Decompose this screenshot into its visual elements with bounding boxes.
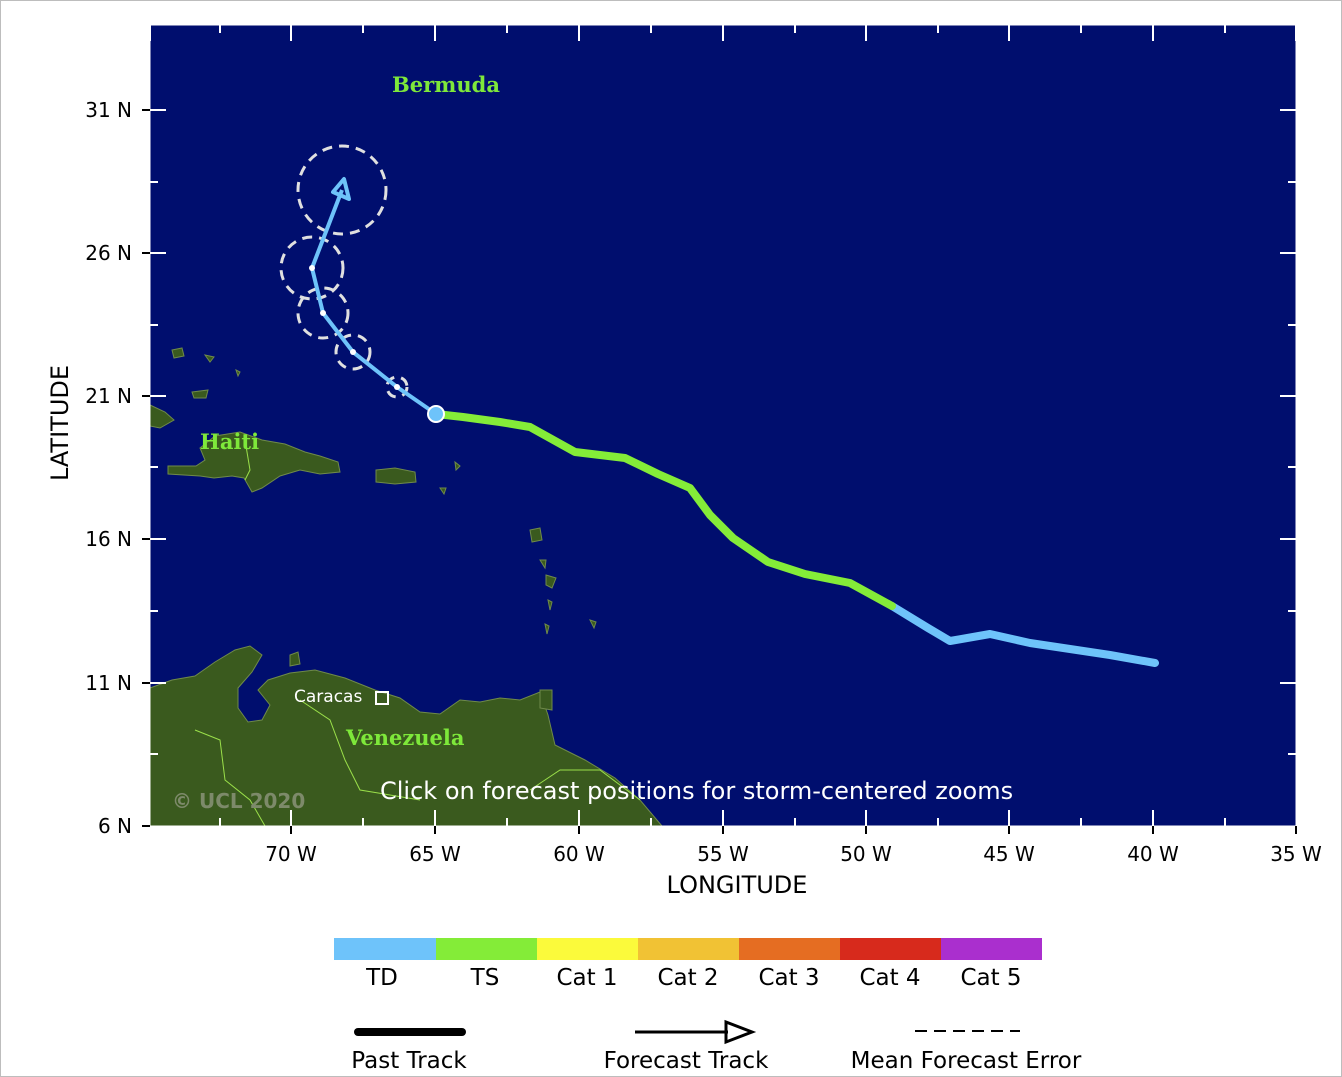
forecast-error-circle-1 [385, 375, 409, 399]
legend-label-ts: TS [470, 965, 500, 991]
forecast-error-circle-4 [279, 235, 345, 301]
legend-label-cat2: Cat 2 [657, 965, 718, 991]
land-masses [149, 347, 664, 827]
legend-swatch-td [334, 938, 436, 960]
legend-label-cat5: Cat 5 [960, 965, 1021, 991]
legend-swatch-cat4 [840, 938, 941, 960]
legend-swatch-cat5 [941, 938, 1042, 960]
bermuda-label: Bermuda [392, 72, 500, 97]
legend-label-td: TD [365, 965, 398, 991]
y-tick-label: 31 N [85, 98, 132, 122]
puerto-rico-land [375, 467, 417, 485]
y-tick-label: 21 N [85, 384, 132, 408]
bahamas-islands [171, 347, 301, 667]
copyright-text: © UCL 2020 [172, 789, 305, 813]
x-tick-label: 70 W [265, 842, 317, 866]
legend-swatch-cat3 [739, 938, 840, 960]
forecast-error-circle-2 [334, 333, 372, 371]
y-axis-title: LATITUDE [46, 365, 74, 481]
x-tick-label: 65 W [409, 842, 461, 866]
forecast-error-circle-3 [296, 286, 350, 340]
forecast-position-2[interactable] [350, 349, 356, 355]
past-track-label: Past Track [351, 1048, 467, 1074]
legend-swatch-ts [436, 938, 537, 960]
zoom-hint-text: Click on forecast positions for storm-ce… [380, 777, 1013, 805]
x-tick-label: 45 W [983, 842, 1035, 866]
y-tick-label: 11 N [85, 671, 132, 695]
country-borders [194, 445, 641, 827]
trinidad-land [539, 689, 553, 711]
caracas-marker [375, 691, 389, 705]
venezuela-land [149, 645, 664, 827]
past-track-ts [432, 410, 896, 610]
x-axis-title: LONGITUDE [667, 871, 808, 899]
past-track-td [888, 602, 1159, 667]
x-tick-label: 60 W [553, 842, 605, 866]
y-tick-label: 6 N [98, 814, 132, 838]
forecast-track-line [310, 189, 438, 416]
x-tick-label: 40 W [1127, 842, 1179, 866]
haiti-label: Haiti [200, 429, 259, 454]
forecast-position-3[interactable] [320, 310, 326, 316]
forecast-arrow-icon [724, 1019, 757, 1045]
forecast-error-circle-5 [296, 144, 388, 236]
lesser-antilles-islands [439, 460, 597, 635]
x-tick-label: 35 W [1270, 842, 1322, 866]
legend-swatch-cat1 [537, 938, 638, 960]
mean-forecast-error-label: Mean Forecast Error [851, 1048, 1082, 1074]
legend-label-cat3: Cat 3 [758, 965, 819, 991]
forecast-position-1[interactable] [394, 384, 400, 390]
legend-label-cat1: Cat 1 [556, 965, 617, 991]
x-tick-label: 50 W [840, 842, 892, 866]
track-legend: Past Track Forecast Track Mean Forecast … [351, 1019, 1082, 1074]
venezuela-label: Venezuela [345, 725, 465, 750]
axis-ticks [149, 25, 1297, 826]
legend-label-cat4: Cat 4 [859, 965, 920, 991]
forecast-position-4[interactable] [309, 265, 315, 271]
outer-ticks [142, 109, 1297, 834]
x-tick-label: 55 W [697, 842, 749, 866]
forecast-error-cones [279, 144, 409, 399]
hispaniola-land [167, 431, 341, 493]
y-tick-label: 16 N [85, 527, 132, 551]
forecast-track-label: Forecast Track [604, 1048, 769, 1074]
current-position-marker[interactable] [427, 405, 445, 423]
forecast-track-arrowhead[interactable] [331, 177, 351, 201]
category-legend: TD TS Cat 1 Cat 2 Cat 3 Cat 4 Cat 5 [334, 938, 1042, 991]
y-tick-label: 26 N [85, 241, 132, 265]
legend-swatch-cat2 [638, 938, 739, 960]
caracas-label: Caracas [294, 687, 362, 707]
